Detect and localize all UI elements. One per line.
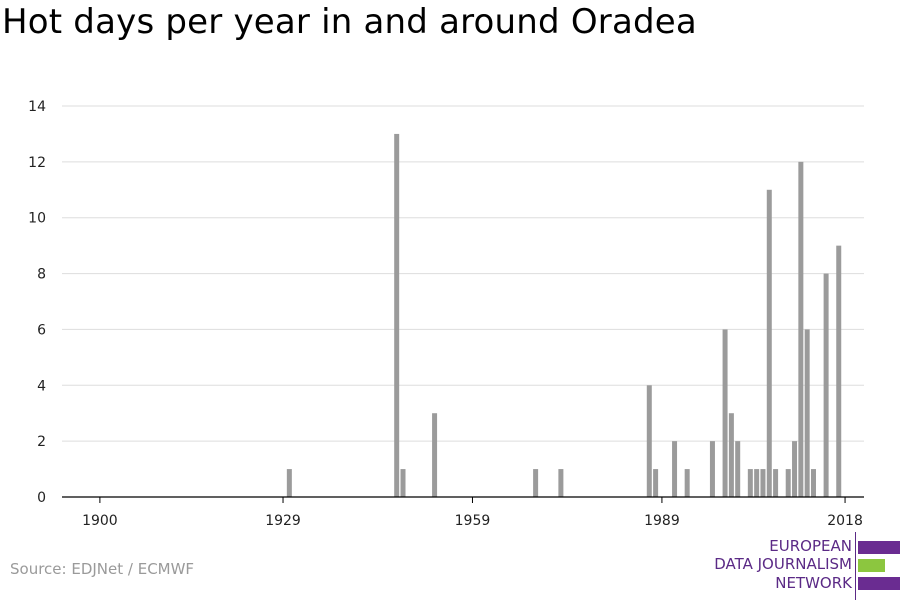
bar-2004[interactable] bbox=[754, 469, 760, 497]
edjnet-logo[interactable]: EUROPEAN DATA JOURNALISM NETWORK bbox=[700, 532, 900, 600]
bar-1953[interactable] bbox=[432, 413, 438, 497]
bar-1997[interactable] bbox=[709, 441, 715, 497]
bar-1999[interactable] bbox=[722, 329, 728, 497]
bar-1988[interactable] bbox=[653, 469, 659, 497]
gridlines bbox=[62, 105, 864, 442]
bar-2012[interactable] bbox=[804, 329, 810, 497]
bar-1930[interactable] bbox=[286, 469, 292, 497]
hot-days-bar-chart: 1900 1929 1959 1989 2018 0 2 4 6 8 10 12 14 bbox=[28, 99, 864, 529]
logo-text-data-journalism: DATA JOURNALISM bbox=[714, 555, 852, 573]
x-tick-label-1989: 1989 bbox=[644, 513, 680, 529]
logo-text-european: EUROPEAN bbox=[769, 537, 852, 555]
bar-2017[interactable] bbox=[836, 245, 842, 497]
x-tick-label-1900: 1900 bbox=[82, 513, 118, 529]
bar-2003[interactable] bbox=[747, 469, 753, 497]
chart-title: Hot days per year in and around Oradea bbox=[2, 2, 697, 42]
x-tick-label-2018: 2018 bbox=[827, 513, 863, 529]
bar-2005[interactable] bbox=[760, 469, 766, 497]
x-tick-label-1929: 1929 bbox=[265, 513, 301, 529]
y-tick-label-10: 10 bbox=[28, 211, 46, 227]
y-tick-label-12: 12 bbox=[28, 155, 46, 171]
logo-text-network: NETWORK bbox=[775, 574, 852, 592]
bar-2010[interactable] bbox=[792, 441, 798, 497]
x-ticks: 1900 1929 1959 1989 2018 bbox=[82, 497, 863, 529]
bar-2000[interactable] bbox=[728, 413, 734, 497]
bar-2015[interactable] bbox=[823, 273, 829, 497]
bar-1947[interactable] bbox=[394, 133, 400, 497]
bar-1991[interactable] bbox=[672, 441, 678, 497]
x-tick-label-1959: 1959 bbox=[455, 513, 491, 529]
bar-2007[interactable] bbox=[773, 469, 779, 497]
y-tick-label-8: 8 bbox=[37, 267, 46, 283]
y-tick-label-4: 4 bbox=[37, 378, 46, 394]
bar-2009[interactable] bbox=[785, 469, 791, 497]
bar-1987[interactable] bbox=[646, 385, 652, 497]
bar-1969[interactable] bbox=[533, 469, 539, 497]
bar-1948[interactable] bbox=[400, 469, 406, 497]
source-note: Source: EDJNet / ECMWF bbox=[10, 560, 195, 578]
y-tick-label-6: 6 bbox=[37, 322, 46, 338]
logo-bar-bottom bbox=[858, 577, 900, 590]
logo-bar-top bbox=[858, 541, 900, 554]
y-tick-label-14: 14 bbox=[28, 99, 46, 115]
bar-2013[interactable] bbox=[810, 469, 816, 497]
y-tick-label-2: 2 bbox=[37, 434, 46, 450]
logo-divider bbox=[855, 532, 856, 600]
logo-bar-middle bbox=[858, 559, 885, 572]
y-tick-labels: 0 2 4 6 8 10 12 14 bbox=[28, 99, 46, 506]
bar-2011[interactable] bbox=[798, 161, 804, 498]
bars bbox=[286, 133, 842, 498]
bar-1973[interactable] bbox=[558, 469, 564, 497]
bar-2001[interactable] bbox=[735, 441, 741, 497]
y-tick-label-0: 0 bbox=[37, 490, 46, 506]
bar-2006[interactable] bbox=[766, 189, 772, 498]
bar-1993[interactable] bbox=[684, 469, 690, 497]
